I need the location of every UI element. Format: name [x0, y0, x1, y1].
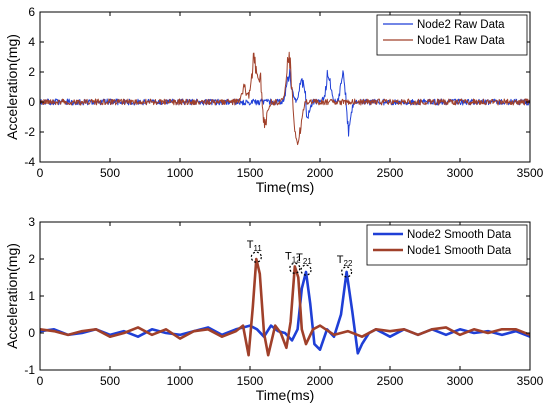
peak-label: T21	[296, 252, 312, 266]
peak-label-sub: 22	[344, 259, 353, 268]
legend: Node2 Raw Data Node1 Raw Data	[376, 14, 528, 56]
x-tick-label: 1500	[237, 166, 264, 180]
peak-label: T12	[285, 250, 301, 264]
smooth-data-chart: 0 500 1000 1500 2000 2500 3000 3500-10123Time(m…	[4, 215, 544, 403]
peak-marker	[300, 264, 312, 276]
legend-entry: Node1 Smooth Data	[407, 245, 512, 257]
y-tick-label: -1	[24, 363, 35, 377]
peak-marker	[250, 251, 262, 263]
x-tick-label: 3000	[447, 166, 474, 180]
y-tick-label: -2	[24, 125, 35, 139]
x-tick-label: 2500	[377, 374, 404, 388]
x-tick-label: 1000	[167, 166, 194, 180]
x-tick-label: 3500	[517, 166, 544, 180]
x-tick-label: 2000	[307, 374, 334, 388]
y-tick-label: 6	[28, 5, 35, 19]
peak-label-sub: 12	[292, 255, 301, 264]
x-axis-label: Time(ms)	[256, 179, 315, 195]
peak-label-base: T	[296, 252, 303, 264]
peak-marker	[341, 266, 353, 278]
peak-label-base: T	[247, 239, 254, 251]
x-tick-label: 500	[100, 374, 120, 388]
y-axis-label: Acceleration(mg)	[4, 34, 20, 140]
legend-entry: Node2 Smooth Data	[407, 229, 512, 241]
x-tick-label: 3000	[447, 374, 474, 388]
legend-entry: Node2 Raw Data	[417, 19, 505, 31]
raw-data-chart: 0 500 1000 1500 2000 2500 3000 3500 -4 -2 0 2 4 6 Time…	[4, 5, 544, 195]
y-tick-label: 2	[28, 252, 35, 266]
x-tick-label: 0	[37, 166, 44, 180]
y-axis-label: Acceleration(mg)	[4, 243, 20, 349]
peak-label: T11	[247, 239, 263, 253]
y-tick-label: -4	[24, 155, 35, 169]
axes-frame	[39, 11, 531, 163]
x-tick-label: 1000	[167, 374, 194, 388]
series-line-2	[40, 51, 530, 146]
plot-area	[40, 51, 530, 146]
series-line-2	[40, 257, 530, 357]
x-tick-label: 2000	[307, 166, 334, 180]
y-tick-label: 1	[28, 289, 35, 303]
y-tick-label: 2	[28, 65, 35, 79]
y-tick-label: 4	[28, 35, 35, 49]
y-tick-label: 0	[28, 95, 35, 109]
x-tick-label: 3500	[517, 374, 544, 388]
peak-marker	[289, 262, 301, 274]
x-tick-label: 500	[100, 166, 120, 180]
legend: Node2 Smooth Data Node1 Smooth Data	[366, 224, 528, 266]
y-tick-label: 0	[28, 326, 35, 340]
x-tick-label: 1500	[237, 374, 264, 388]
plot-area	[40, 257, 530, 357]
peak-label: T22	[337, 254, 353, 268]
legend-entry: Node1 Raw Data	[417, 35, 505, 47]
y-tick-label: 3	[28, 215, 35, 229]
x-axis-label: Time(ms)	[256, 387, 315, 403]
legend-box	[376, 14, 528, 56]
x-tick-label: 2500	[377, 166, 404, 180]
legend-box	[366, 224, 528, 266]
peak-label-base: T	[285, 250, 292, 262]
series-line-1	[40, 68, 530, 137]
peak-label-sub: 11	[254, 244, 263, 253]
peak-label-sub: 21	[303, 257, 312, 266]
peak-label-base: T	[337, 254, 344, 266]
x-tick-label: 0	[37, 374, 44, 388]
